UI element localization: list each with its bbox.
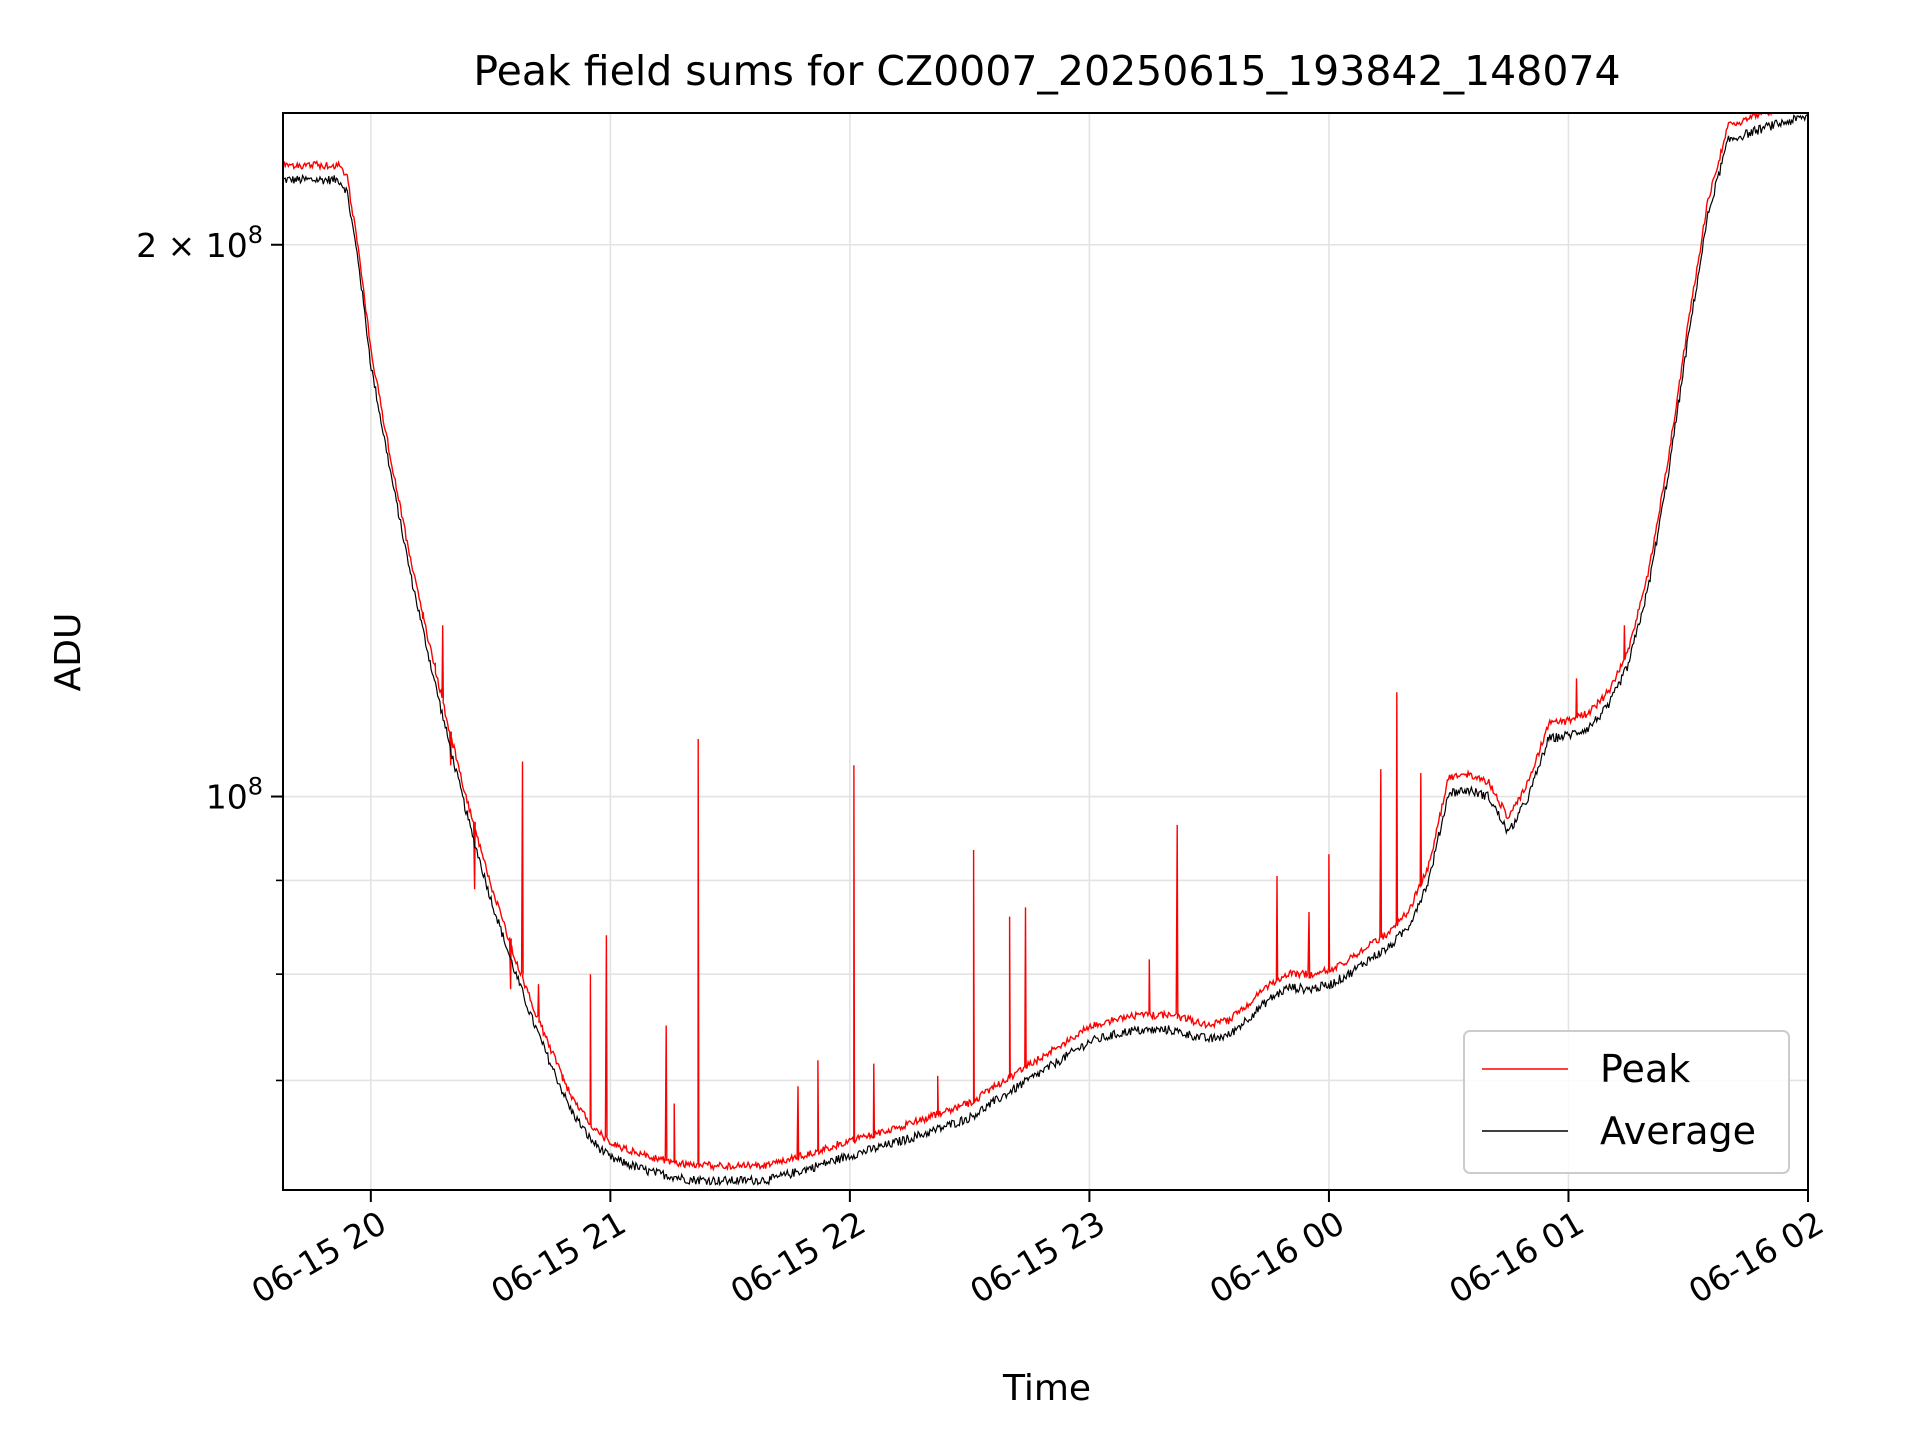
x-tick-label: 06-15 22 — [724, 1203, 872, 1311]
x-tick-label: 06-16 02 — [1682, 1203, 1830, 1311]
legend: Peak Average — [1463, 1030, 1790, 1174]
plot-area — [283, 113, 1808, 1187]
series-line-average — [283, 114, 1808, 1187]
y-axis: 108 2 × 108 — [136, 221, 283, 1082]
legend-label-peak: Peak — [1600, 1047, 1690, 1091]
x-tick-label: 06-16 01 — [1442, 1203, 1590, 1311]
grid — [283, 113, 1809, 1190]
x-axis-label: Time — [1002, 1368, 1091, 1409]
legend-label-average: Average — [1600, 1109, 1756, 1153]
y-tick-label: 2 × 108 — [136, 221, 263, 265]
x-tick-label: 06-15 21 — [484, 1203, 632, 1311]
x-axis: 06-15 20 06-15 21 06-15 22 06-15 23 06-16 00… — [245, 1190, 1830, 1311]
series-line-peak — [283, 113, 1772, 1172]
chart-title: Peak field sums for CZ0007_20250615_1938… — [473, 47, 1620, 95]
x-tick-label: 06-15 23 — [963, 1203, 1111, 1311]
x-tick-label: 06-15 20 — [245, 1203, 393, 1311]
plot-frame — [282, 112, 1809, 1191]
legend-box — [1463, 1030, 1790, 1174]
y-tick-label: 108 — [206, 773, 263, 817]
y-axis-label: ADU — [48, 613, 89, 692]
x-tick-label: 06-16 00 — [1203, 1203, 1351, 1311]
